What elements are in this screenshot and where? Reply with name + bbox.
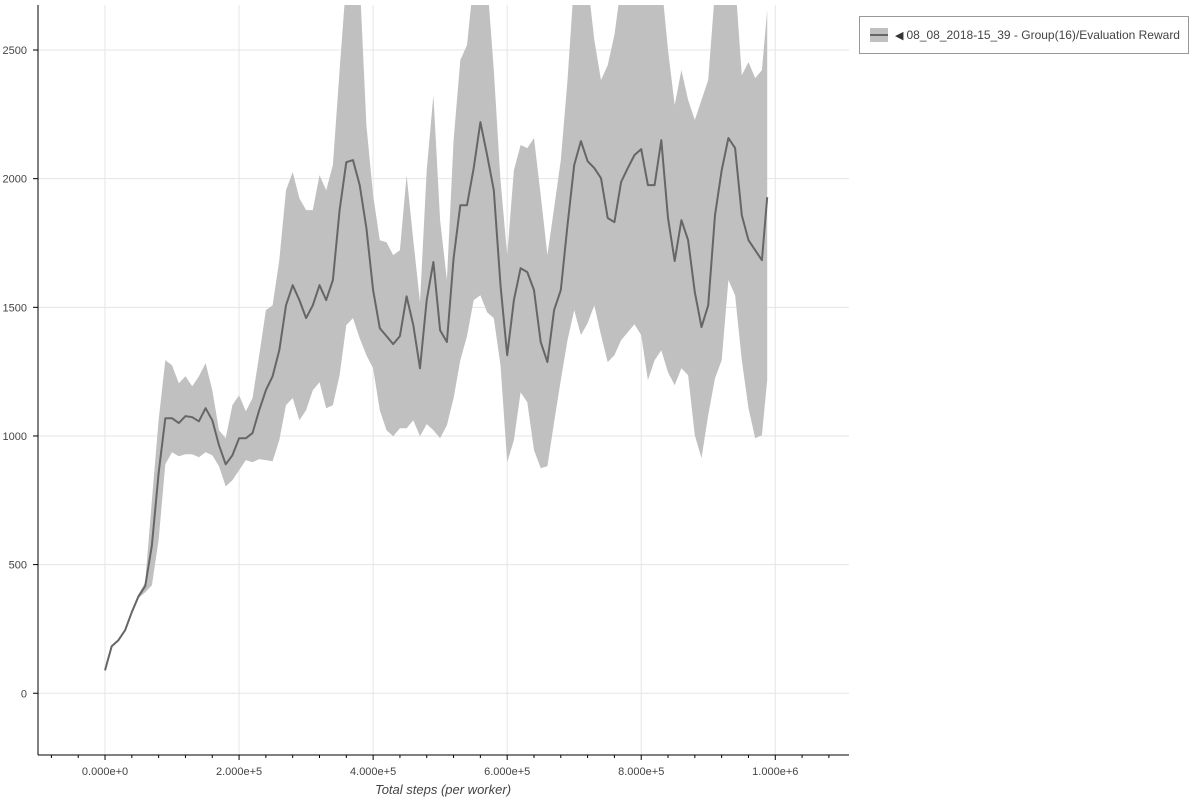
x-axis-label: Total steps (per worker) — [375, 782, 511, 797]
x-tick-label: 1.000e+6 — [752, 766, 798, 778]
y-tick-label: 2000 — [3, 174, 27, 186]
y-tick-label: 0 — [21, 688, 27, 700]
axes: 0 500 1000 1500 2000 2500 0.000e+0 2.000e+5 4.00… — [3, 5, 849, 778]
confidence-band — [105, 5, 768, 671]
legend-swatch-icon — [870, 28, 888, 42]
x-tick-label: 8.000e+5 — [618, 766, 664, 778]
y-tick-label: 1500 — [3, 302, 27, 314]
legend-marker-icon: ◀ — [895, 29, 904, 42]
x-tick-label: 0.000e+0 — [82, 766, 128, 778]
y-tick-label: 2500 — [3, 45, 27, 57]
y-tick-label: 500 — [9, 560, 27, 572]
series-line — [104, 121, 769, 671]
x-tick-label: 4.000e+5 — [350, 766, 396, 778]
y-tick-label: 1000 — [3, 431, 27, 443]
x-tick-label: 6.000e+5 — [484, 766, 530, 778]
x-tick-label: 2.000e+5 — [216, 766, 262, 778]
plot-area — [104, 5, 769, 671]
legend-label: 08_08_2018-15_39 - Group(16)/Evaluation … — [906, 28, 1180, 42]
legend[interactable]: ◀ 08_08_2018-15_39 - Group(16)/Evaluatio… — [859, 16, 1189, 54]
